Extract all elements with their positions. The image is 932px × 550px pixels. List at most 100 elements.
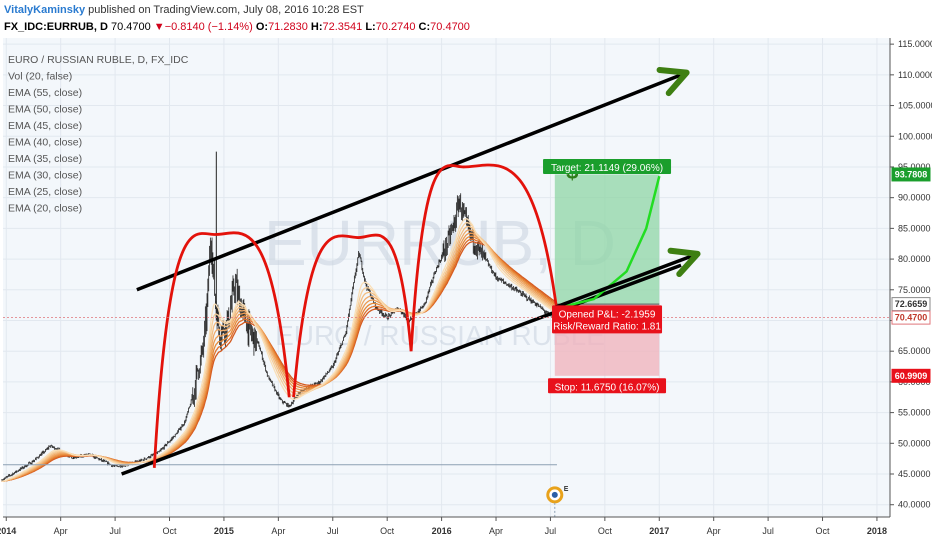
price-tag-label: 60.9909 [895,371,928,381]
close-value: 70.4700 [430,21,470,33]
price-tick-label: 75.0000 [898,285,931,295]
high-label: H: [310,21,323,33]
stop-label-bg [548,378,667,394]
legend-item: EMA (55, close) [8,87,82,99]
price-tag-target: 93.7808 [891,167,931,182]
stop-label: Stop: 11.6750 (16.07%) [548,378,667,394]
high-value: 72.3541 [322,21,363,33]
event-badge-icon[interactable]: E [546,486,569,517]
ema-line-20 [1,218,555,482]
publication-line: VitalyKaminsky published on TradingView.… [4,4,364,16]
price-tick-label: 55.0000 [898,408,931,418]
time-tick-label: Jul [762,526,774,536]
chart-legend: EURO / RUSSIAN RUBLE, D, FX_IDC Vol (20, … [8,54,189,215]
legend-item: EMA (50, close) [8,104,82,116]
event-badge-label: E [564,486,569,493]
price-tick-label: 115.0000 [898,39,932,49]
pnl-label-text: Opened P&L: -2.1959 [559,309,656,320]
arc-2[interactable] [292,233,413,398]
quote-line: FX_IDC:EURRUB, D 70.4700 ▼−0.8140 (−1.14… [4,21,470,33]
low-label: L: [365,21,376,33]
legend-item: EMA (45, close) [8,120,82,132]
price-tick-label: 65.0000 [898,346,931,356]
stop-label-text: Stop: 11.6750 (16.07%) [555,382,660,393]
author-link[interactable]: VitalyKaminsky [4,4,86,16]
time-tick-label: Oct [163,526,178,536]
time-tick-label: 2017 [649,526,669,536]
price-tick-label: 85.0000 [898,223,931,233]
time-tick-label: Apr [707,526,721,536]
price-chart[interactable]: EURRUB, D EURO / RUSSIAN RUBLE $E Target… [0,38,932,550]
position-labels: Target: 21.1149 (29.06%) Opened P&L: -2.1… [543,158,672,394]
legend-item: EMA (40, close) [8,137,82,149]
arc-3[interactable] [409,163,559,352]
price-tick-label: 100.0000 [898,131,932,141]
price-tick-label: 105.0000 [898,101,932,111]
upper-arrow-icon[interactable] [656,66,690,97]
price-tag-bg [891,368,931,383]
last-price: 70.4700 [110,21,151,33]
price-tag-current: 70.4700 [891,310,931,325]
time-axis[interactable]: 2014 Apr Jul Oct 2015 Apr Jul Oct 2016 Apr Jul Oct 2… [0,516,932,550]
low-value: 70.2740 [375,21,416,33]
legend-item: EMA (25, close) [8,186,82,198]
legend-item: EURO / RUSSIAN RUBLE, D, FX_IDC [8,54,189,66]
arc-1[interactable] [152,231,291,468]
lower-channel-extension[interactable] [551,254,693,310]
legend-item: EMA (35, close) [8,153,82,165]
legend-item: EMA (30, close) [8,170,82,182]
time-tick-label: Apr [489,526,503,536]
price-tag-label: 93.7808 [895,169,928,179]
price-tag-stop: 60.9909 [891,368,931,383]
chart-header: VitalyKaminsky published on TradingView.… [0,0,932,38]
open-label: O: [255,21,269,33]
price-tick-label: 95.0000 [898,162,931,172]
price-tag-bg [891,310,931,325]
price-tick-label: 40.0000 [898,500,931,510]
price-tag-entry: 72.6659 [891,297,931,312]
time-tick-label: Oct [598,526,613,536]
target-label: Target: 21.1149 (29.06%) [543,158,672,174]
time-tick-label: Apr [54,526,68,536]
lower-arrow-icon[interactable] [667,247,701,278]
down-arrow-icon: ▼ [153,21,165,33]
event-badge-core [551,491,558,498]
price-tag-label: 72.6659 [895,299,928,309]
target-label-text: Target: 21.1149 (29.06%) [551,163,663,174]
symbol-label[interactable]: FX_IDC:EURRUB, D [4,21,108,33]
price-tick-label: 110.0000 [898,70,932,80]
change-value: −0.8140 (−1.14%) [164,21,253,33]
close-label: C: [418,21,431,33]
price-axis[interactable]: 40.000045.000050.000055.000060.000065.00… [889,38,932,550]
pnl-label-bg [552,305,663,334]
open-value: 71.2830 [268,21,308,33]
time-tick-label: 2016 [432,526,452,536]
target-zone[interactable] [554,174,660,305]
target-label-bg [543,158,672,174]
watermark-name: EURO / RUSSIAN RUBLE [275,320,605,351]
projection-curve[interactable] [556,175,661,310]
time-axis-bg [0,517,932,550]
price-tag-bg [891,167,931,182]
channel-upper-line[interactable] [136,73,682,292]
price-tick-label: 90.0000 [898,193,931,203]
pnl-label-text: Risk/Reward Ratio: 1.81 [553,321,661,332]
legend-item: EMA (20, close) [8,203,82,215]
chart-grid [3,38,890,517]
time-tick-label: Jul [109,526,121,536]
time-tick-label: Oct [380,526,395,536]
legend-item: Vol (20, false) [8,71,72,83]
price-tick-label: 80.0000 [898,254,931,264]
time-tick-label: 2018 [867,526,887,536]
price-tag-label: 70.4700 [895,313,928,323]
price-tick-label: 50.0000 [898,438,931,448]
time-tick-label: Jul [327,526,339,536]
ema-ribbon [1,218,555,482]
time-tick-label: Apr [271,526,285,536]
price-tick-label: 45.0000 [898,469,931,479]
published-text: published on TradingView.com, July 08, 2… [85,4,364,16]
time-tick-label: 2015 [214,526,234,536]
time-tick-label: 2014 [0,526,16,536]
time-tick-label: Oct [816,526,831,536]
